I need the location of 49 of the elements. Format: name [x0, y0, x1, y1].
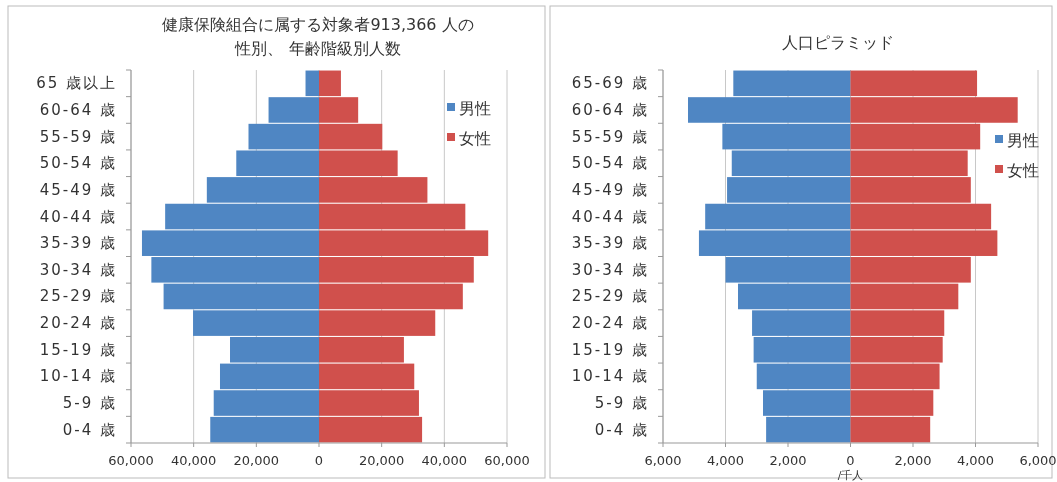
legend-label: 女性: [459, 129, 491, 148]
y-tick-label: 25-29 歳: [571, 287, 649, 306]
y-tick-label: 15-19 歳: [571, 340, 649, 359]
x-tick-label: 0: [314, 453, 324, 468]
x-axis-title: /千人: [837, 469, 864, 482]
x-tick-label: 2,000: [894, 453, 932, 468]
x-tick-label: 40,000: [421, 453, 468, 468]
x-tick-label: 4,000: [956, 453, 995, 468]
y-tick-label: 50-54 歳: [39, 154, 117, 173]
y-tick-label: 20-24 歳: [571, 314, 649, 333]
y-tick-label: 0-4 歳: [594, 420, 649, 439]
y-tick-label: 35-39 歳: [39, 234, 117, 253]
y-tick-label: 40-44 歳: [39, 207, 117, 226]
x-tick-label: 60,000: [484, 453, 530, 468]
y-tick-label: 65-69 歳: [571, 74, 649, 93]
y-tick-label: 0-4 歳: [62, 420, 117, 439]
chart-title: 人口ピラミッド: [782, 33, 894, 52]
x-tick-label: 40,000: [170, 453, 217, 468]
y-tick-label: 35-39 歳: [571, 234, 649, 253]
y-tick-label: 45-49 歳: [39, 180, 117, 199]
y-tick-label: 55-59 歳: [571, 127, 649, 146]
y-tick-label: 5-9 歳: [594, 394, 649, 413]
y-tick-label: 60-64 歳: [39, 100, 117, 119]
chart-title: 健康保険組合に属する対象者913,366 人の性別、 年齢階級別人数: [162, 15, 474, 58]
y-tick-label: 10-14 歳: [571, 367, 649, 386]
y-tick-label: 10-14 歳: [39, 367, 117, 386]
y-tick-label: 5-9 歳: [62, 394, 117, 413]
legend-label: 男性: [1007, 131, 1039, 150]
y-tick-label: 55-59 歳: [39, 127, 117, 146]
x-tick-label: 0: [846, 453, 855, 468]
x-tick-label: 60,000: [108, 453, 154, 468]
y-tick-label: 15-19 歳: [39, 340, 117, 359]
x-tick-label: 2,000: [769, 453, 807, 468]
y-tick-label: 45-49 歳: [571, 180, 649, 199]
y-tick-label: 60-64 歳: [571, 100, 649, 119]
x-tick-label: 4,000: [706, 453, 745, 468]
y-tick-label: 65 歳以上: [36, 74, 117, 93]
y-tick-label: 30-34 歳: [39, 260, 117, 279]
legend-label: 男性: [459, 99, 491, 118]
y-tick-label: 50-54 歳: [571, 154, 649, 173]
x-tick-label: 20,000: [233, 453, 280, 468]
x-tick-label: 6,000: [644, 453, 682, 468]
y-tick-label: 20-24 歳: [39, 314, 117, 333]
x-tick-label: 6,000: [1019, 453, 1057, 468]
y-tick-label: 25-29 歳: [39, 287, 117, 306]
y-tick-label: 30-34 歳: [571, 260, 649, 279]
x-tick-label: 20,000: [358, 453, 405, 468]
legend-label: 女性: [1007, 161, 1039, 180]
y-tick-label: 40-44 歳: [571, 207, 649, 226]
